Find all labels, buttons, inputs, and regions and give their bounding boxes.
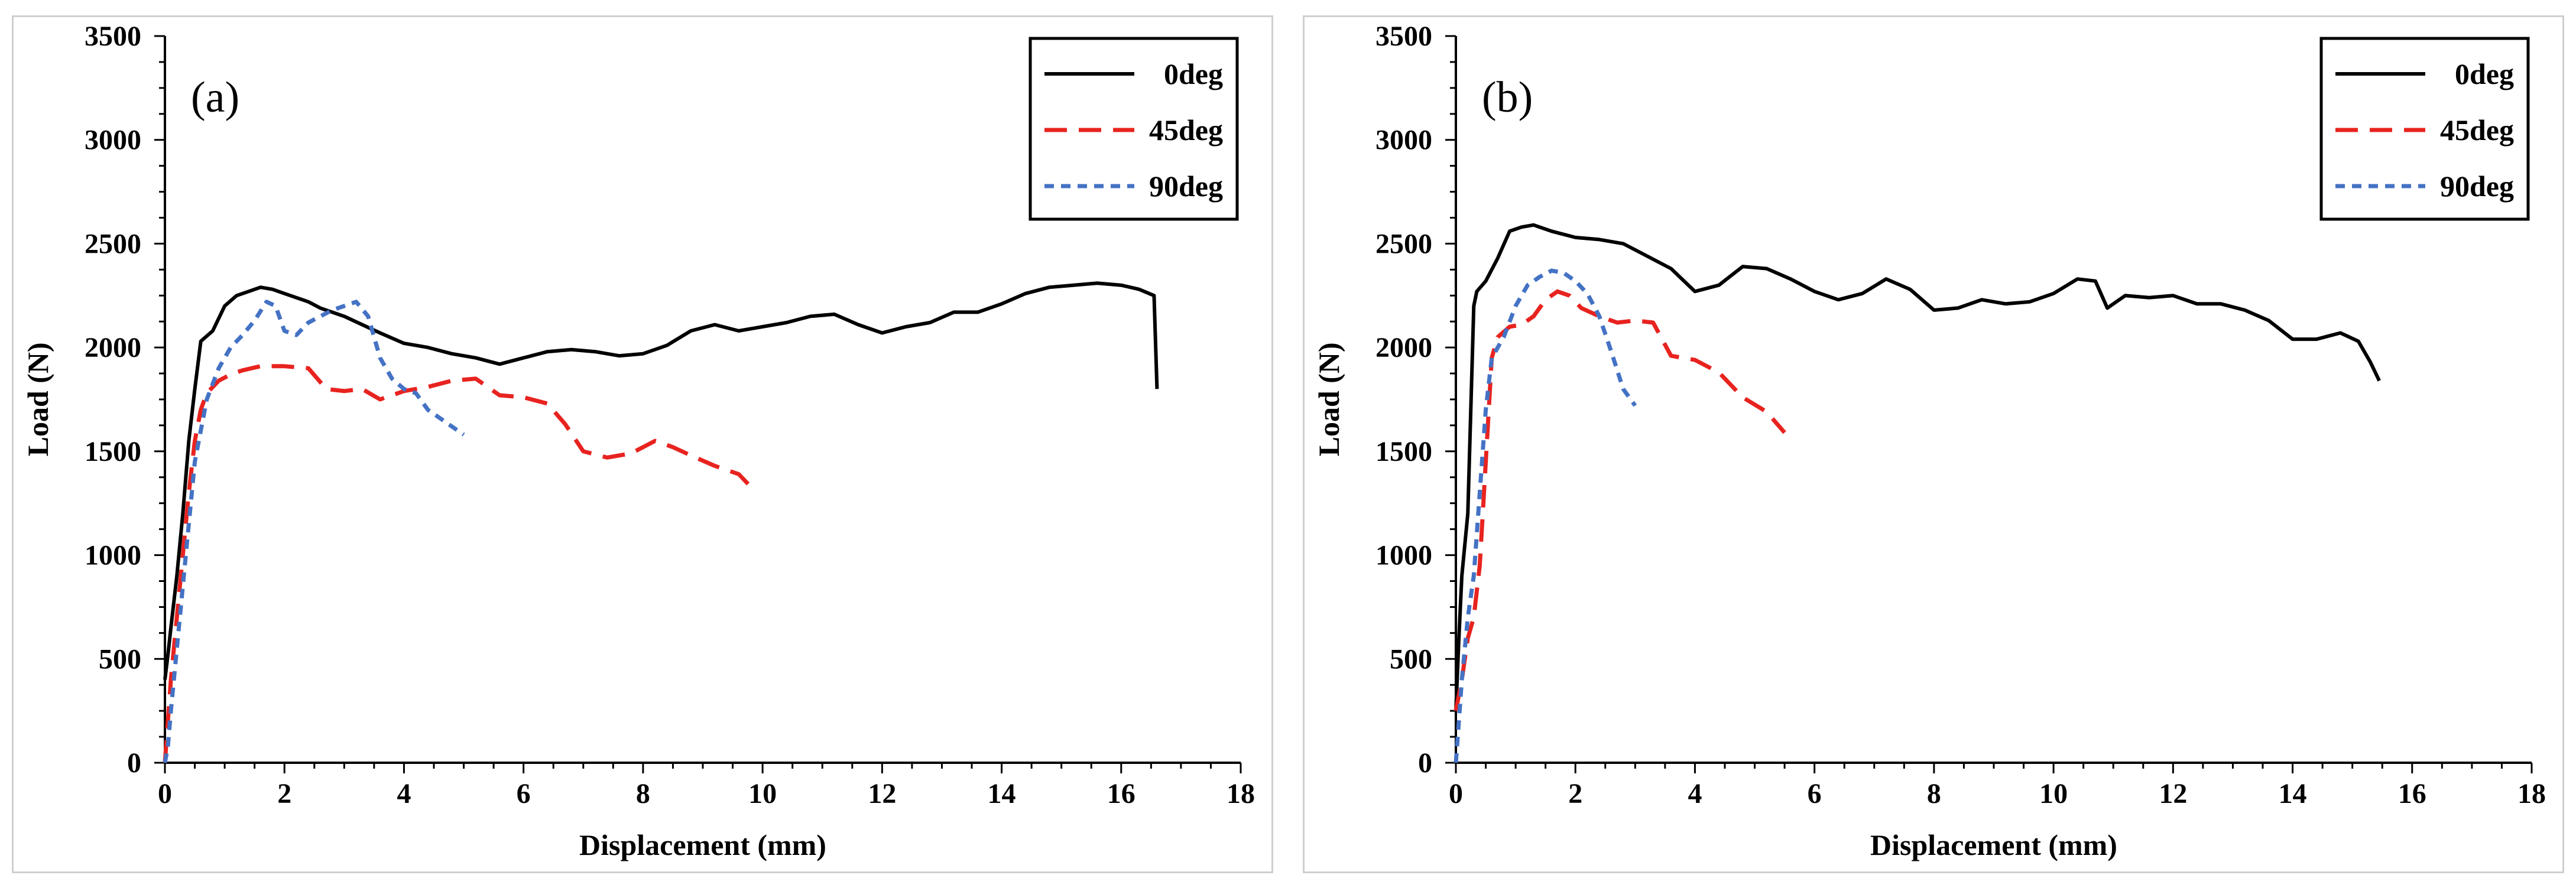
y-tick-label: 3000 <box>85 125 141 156</box>
x-axis-title: Displacement (mm) <box>579 828 826 861</box>
x-tick-label: 8 <box>1927 778 1941 809</box>
y-tick-label: 1000 <box>85 540 141 571</box>
legend-label-45deg: 45deg <box>2440 113 2514 147</box>
x-tick-label: 14 <box>2279 778 2307 809</box>
x-axis-title: Displacement (mm) <box>1870 828 2117 861</box>
x-tick-label: 4 <box>1688 778 1702 809</box>
panel-label-b: (b) <box>1482 73 1533 122</box>
y-tick-label: 2500 <box>85 228 141 259</box>
y-tick-label: 3500 <box>1375 21 1432 52</box>
chart-panel-b: 0 500 1000 1500 2000 2500 3000 3500 0 2 4 6 8 10 12 14 1… <box>1303 15 2564 873</box>
x-tick-label: 16 <box>2398 778 2426 809</box>
legend-label-90deg: 90deg <box>1149 170 1223 203</box>
y-tick-label: 1500 <box>85 436 141 467</box>
series-line-45deg <box>1454 289 1786 711</box>
x-tick-label: 4 <box>397 778 411 809</box>
y-tick-label: 500 <box>1390 643 1432 675</box>
y-tick-label: 1000 <box>1375 540 1432 571</box>
y-tick-label: 0 <box>1418 747 1432 779</box>
x-tick-label: 18 <box>2517 778 2546 809</box>
y-tick-label: 1500 <box>1375 436 1432 467</box>
x-tick-label: 6 <box>1808 778 1822 809</box>
chart-b-svg: 0 500 1000 1500 2000 2500 3000 3500 0 2 4 6 8 10 12 14 1… <box>1312 21 2546 861</box>
series-line-45deg <box>163 364 752 763</box>
y-tick-label: 3000 <box>1375 125 1432 156</box>
series-line-0deg <box>1454 223 2381 711</box>
y-tick-label: 0 <box>127 747 141 779</box>
y-axis-title: Load (N) <box>21 342 54 456</box>
x-tick-label: 16 <box>1107 778 1135 809</box>
x-tick-label: 10 <box>2039 778 2068 809</box>
x-tick-label: 8 <box>636 778 650 809</box>
y-tick-label: 2000 <box>85 332 141 363</box>
x-tick-label: 12 <box>2159 778 2187 809</box>
x-tick-label: 12 <box>868 778 896 809</box>
x-tick-label: 0 <box>158 778 172 809</box>
chart-panel-a: 0 500 1000 1500 2000 2500 3000 3500 0 2 4 6 8 10 12 14 1… <box>12 15 1273 873</box>
chart-a-svg: 0 500 1000 1500 2000 2500 3000 3500 0 2 4 6 8 10 12 14 1… <box>21 21 1255 861</box>
panel-label-a: (a) <box>191 73 239 122</box>
x-tick-label: 2 <box>277 778 291 809</box>
x-tick-label: 2 <box>1568 778 1582 809</box>
y-tick-label: 2000 <box>1375 332 1432 363</box>
legend-label-0deg: 0deg <box>1164 57 1223 90</box>
x-tick-label: 14 <box>988 778 1016 809</box>
y-axis-title: Load (N) <box>1312 342 1345 456</box>
series-line-90deg <box>1454 268 1637 763</box>
y-tick-label: 2500 <box>1375 228 1432 259</box>
y-tick-label: 3500 <box>85 21 141 52</box>
series-line-90deg <box>163 300 465 763</box>
y-tick-label: 500 <box>99 643 141 675</box>
legend-label-45deg: 45deg <box>1149 113 1223 147</box>
x-tick-label: 6 <box>517 778 531 809</box>
x-tick-label: 0 <box>1449 778 1463 809</box>
x-tick-label: 10 <box>748 778 777 809</box>
series-line-0deg <box>163 281 1159 680</box>
legend-label-0deg: 0deg <box>2455 57 2514 90</box>
x-tick-label: 18 <box>1227 778 1255 809</box>
legend-label-90deg: 90deg <box>2440 170 2514 203</box>
